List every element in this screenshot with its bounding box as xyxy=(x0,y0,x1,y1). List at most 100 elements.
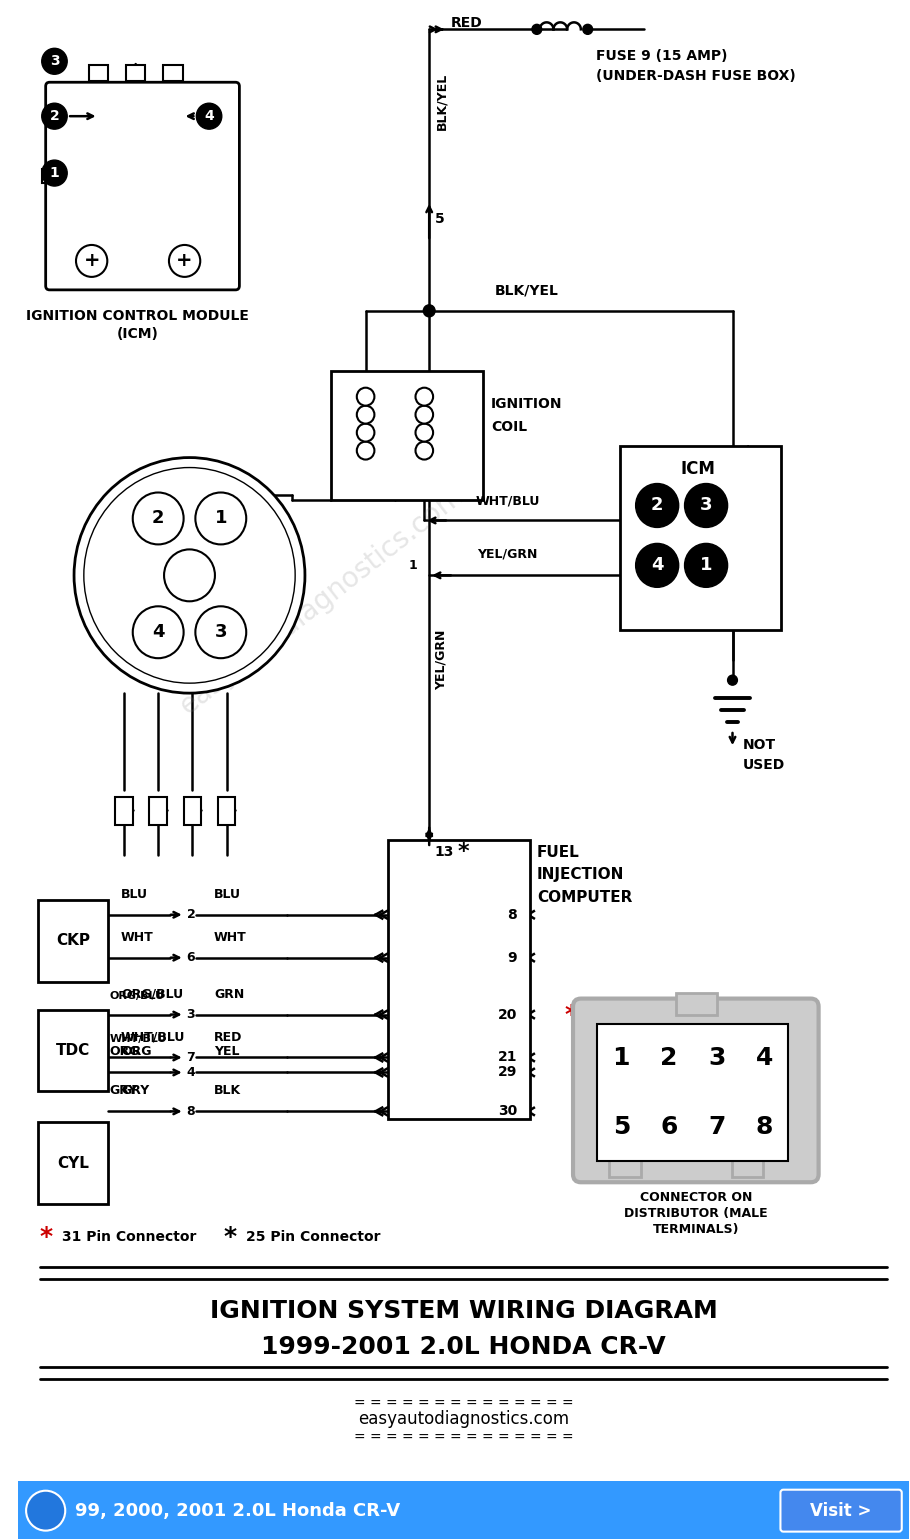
Text: WHT: WHT xyxy=(214,930,247,944)
Text: 4: 4 xyxy=(152,624,165,641)
Text: 29: 29 xyxy=(498,1066,517,1080)
Text: ORG: ORG xyxy=(121,1046,151,1058)
Text: IGNITION SYSTEM WIRING DIAGRAM: IGNITION SYSTEM WIRING DIAGRAM xyxy=(209,1300,717,1323)
Text: CYL: CYL xyxy=(57,1157,89,1170)
Bar xyxy=(609,1160,641,1177)
Circle shape xyxy=(42,103,67,129)
Circle shape xyxy=(728,675,737,685)
Text: 7: 7 xyxy=(187,1050,196,1064)
Text: WHT/BLU: WHT/BLU xyxy=(109,1033,167,1044)
Text: *: * xyxy=(40,1226,53,1249)
Bar xyxy=(388,839,530,1120)
Text: GRN: GRN xyxy=(214,987,244,1001)
Text: BLK/YEL: BLK/YEL xyxy=(738,442,752,499)
Text: 8: 8 xyxy=(755,1115,774,1140)
Text: TDC: TDC xyxy=(56,1043,90,1058)
Circle shape xyxy=(42,48,67,74)
Text: 3: 3 xyxy=(215,624,228,641)
Text: Visit >: Visit > xyxy=(810,1502,872,1520)
Circle shape xyxy=(84,468,295,684)
Text: BLU: BLU xyxy=(214,887,241,901)
Text: 1: 1 xyxy=(409,559,418,571)
Text: IGNITION CONTROL MODULE: IGNITION CONTROL MODULE xyxy=(26,310,249,323)
Text: 9: 9 xyxy=(508,950,517,964)
Text: *: * xyxy=(224,1226,237,1249)
Text: 3: 3 xyxy=(700,496,713,514)
Text: +: + xyxy=(177,251,193,271)
Text: ORG: ORG xyxy=(109,1046,140,1058)
FancyBboxPatch shape xyxy=(46,82,239,290)
Text: CKP: CKP xyxy=(56,933,90,949)
Text: 2: 2 xyxy=(152,510,165,528)
Text: ORG/BLU: ORG/BLU xyxy=(121,987,183,1001)
Bar xyxy=(732,1160,763,1177)
Text: 2: 2 xyxy=(651,496,663,514)
Text: CONNECTOR ON: CONNECTOR ON xyxy=(640,1192,753,1204)
Circle shape xyxy=(582,25,592,34)
Text: GRY: GRY xyxy=(121,1084,149,1098)
Text: ICM: ICM xyxy=(681,459,715,477)
Text: 3: 3 xyxy=(708,1046,725,1070)
Text: 2: 2 xyxy=(187,909,196,921)
Text: 1: 1 xyxy=(50,166,59,180)
Circle shape xyxy=(133,493,184,545)
Circle shape xyxy=(74,457,305,693)
Text: 21: 21 xyxy=(498,1050,517,1064)
Bar xyxy=(38,899,108,981)
Circle shape xyxy=(357,442,374,459)
Circle shape xyxy=(76,245,107,277)
Circle shape xyxy=(169,245,200,277)
Text: 30: 30 xyxy=(498,1104,517,1118)
Circle shape xyxy=(416,424,433,442)
Circle shape xyxy=(636,484,679,527)
Text: YEL/GRN: YEL/GRN xyxy=(435,630,448,690)
Text: 2: 2 xyxy=(661,1046,678,1070)
Circle shape xyxy=(416,388,433,405)
Text: TERMINALS): TERMINALS) xyxy=(653,1223,740,1237)
Text: BLK/YEL: BLK/YEL xyxy=(495,283,559,297)
Text: = = = = = = = = = = = = = =: = = = = = = = = = = = = = = xyxy=(354,1395,573,1409)
Text: 1: 1 xyxy=(215,510,228,528)
Text: 1: 1 xyxy=(612,1046,630,1070)
Bar xyxy=(620,445,782,630)
Circle shape xyxy=(357,405,374,424)
Text: BLU: BLU xyxy=(121,887,148,901)
Text: 7: 7 xyxy=(708,1115,725,1140)
Text: 2: 2 xyxy=(50,109,59,123)
Text: easyautodiagnostics.com: easyautodiagnostics.com xyxy=(174,480,470,719)
Circle shape xyxy=(532,25,541,34)
Circle shape xyxy=(197,103,222,129)
Bar xyxy=(163,65,183,82)
Circle shape xyxy=(26,1491,66,1531)
Circle shape xyxy=(636,544,679,587)
Text: *: * xyxy=(564,1003,577,1027)
Text: 3: 3 xyxy=(187,1009,195,1021)
Text: 6: 6 xyxy=(661,1115,678,1140)
Circle shape xyxy=(357,424,374,442)
Text: ORG/BLU: ORG/BLU xyxy=(109,990,165,1001)
Bar xyxy=(18,1481,908,1538)
Bar xyxy=(331,371,483,500)
Text: (ICM): (ICM) xyxy=(116,326,158,340)
Bar xyxy=(88,65,108,82)
Bar xyxy=(38,1123,108,1204)
Circle shape xyxy=(133,607,184,658)
Text: WHT: WHT xyxy=(121,930,154,944)
Text: 1: 1 xyxy=(700,556,713,574)
Text: 20: 20 xyxy=(498,1007,517,1021)
Text: BLK/YEL: BLK/YEL xyxy=(435,72,448,129)
Text: FUEL
INJECTION
COMPUTER: FUEL INJECTION COMPUTER xyxy=(537,845,632,904)
Text: 31 Pin Connector: 31 Pin Connector xyxy=(62,1230,197,1244)
Bar xyxy=(126,65,146,82)
FancyBboxPatch shape xyxy=(781,1489,902,1532)
Text: RED: RED xyxy=(214,1030,242,1044)
Bar xyxy=(42,169,52,183)
Text: 4: 4 xyxy=(755,1046,774,1070)
Circle shape xyxy=(196,607,247,658)
Bar xyxy=(676,993,717,1015)
Circle shape xyxy=(423,305,435,317)
Circle shape xyxy=(684,544,728,587)
Bar xyxy=(149,798,167,825)
Bar xyxy=(598,1024,788,1161)
Text: 5: 5 xyxy=(435,213,445,226)
